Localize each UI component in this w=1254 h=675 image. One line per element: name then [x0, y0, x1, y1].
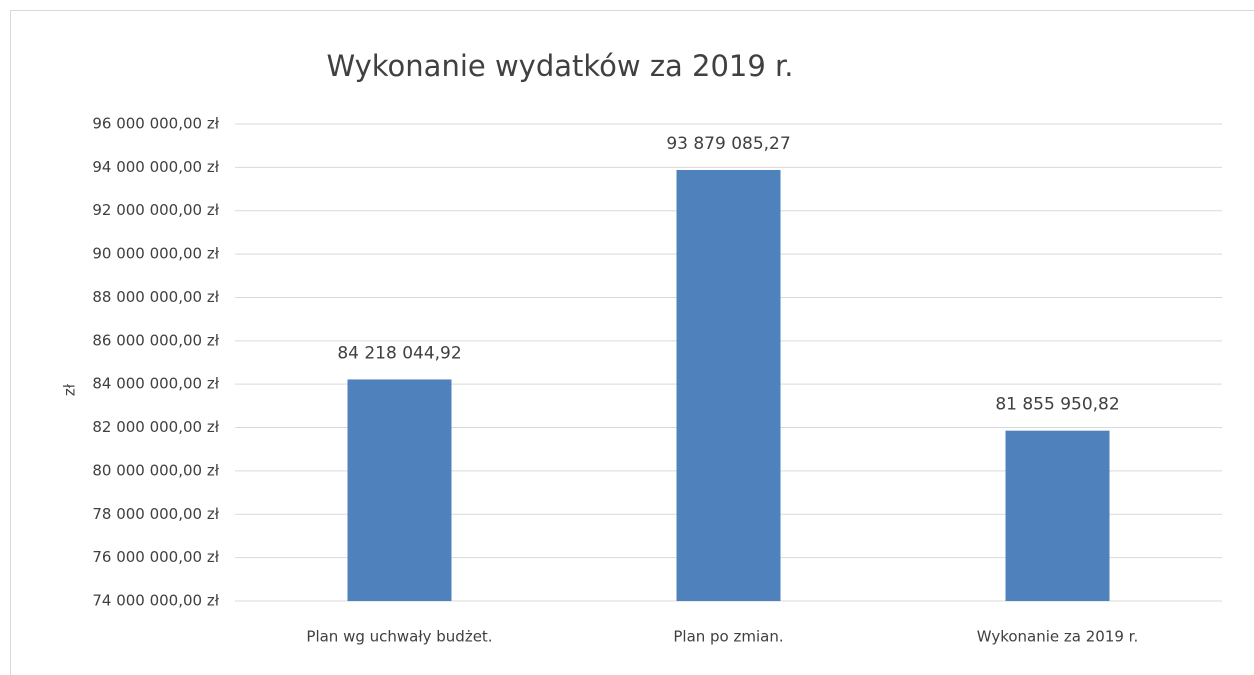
y-tick-label: 92 000 000,00 zł [92, 201, 219, 219]
chart-title: Wykonanie wydatków za 2019 r. [326, 49, 793, 83]
value-label: 84 218 044,92 [337, 343, 461, 363]
y-tick-label: 78 000 000,00 zł [92, 505, 219, 523]
x-tick-label: Wykonanie za 2019 r. [977, 628, 1138, 646]
x-tick-label: Plan wg uchwały budżet. [306, 628, 492, 646]
value-label: 81 855 950,82 [995, 395, 1119, 415]
y-tick-label: 96 000 000,00 zł [92, 115, 219, 133]
y-tick-label: 90 000 000,00 zł [92, 245, 219, 263]
y-tick-label: 94 000 000,00 zł [92, 158, 219, 176]
y-tick-label: 76 000 000,00 zł [92, 548, 219, 566]
y-axis-label: zł [61, 383, 79, 396]
y-tick-label: 86 000 000,00 zł [92, 331, 219, 349]
x-tick-label: Plan po zmian. [673, 628, 783, 646]
y-tick-label: 82 000 000,00 zł [92, 418, 219, 436]
bar [347, 379, 452, 601]
y-tick-label: 80 000 000,00 zł [92, 461, 219, 479]
y-tick-label: 74 000 000,00 zł [92, 592, 219, 610]
y-tick-label: 88 000 000,00 zł [92, 288, 219, 306]
y-tick-label: 84 000 000,00 zł [92, 375, 219, 393]
chart-frame [10, 10, 1254, 675]
bar [1005, 430, 1110, 601]
bar [676, 169, 781, 601]
value-label: 93 879 085,27 [666, 134, 790, 154]
